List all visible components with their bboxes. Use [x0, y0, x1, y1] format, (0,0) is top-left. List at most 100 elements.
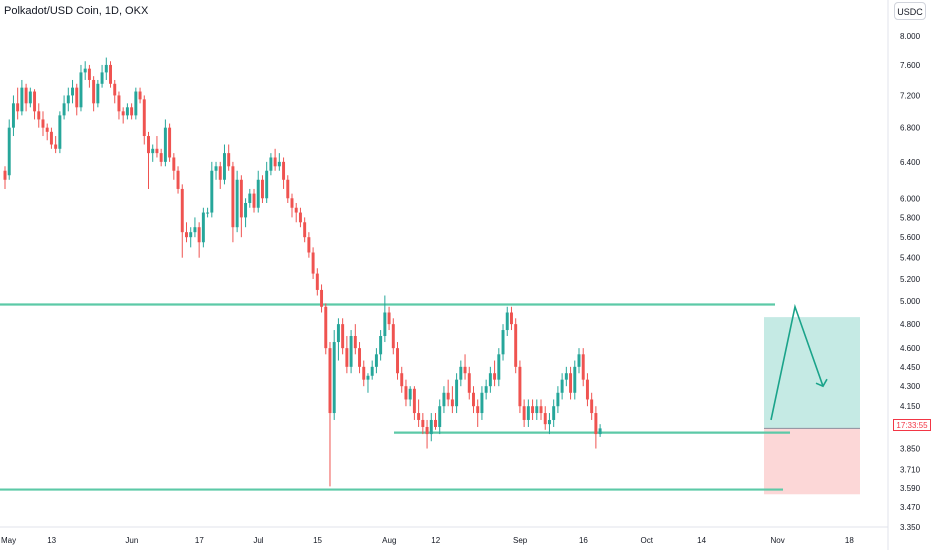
candle-body: [66, 95, 70, 104]
candle-body: [33, 91, 37, 112]
candle-body: [260, 179, 264, 199]
candle-body: [324, 306, 328, 349]
candle-body: [62, 103, 66, 116]
candle-body: [463, 366, 467, 374]
candle-body: [298, 212, 302, 223]
price-tick-label: 3.590: [900, 484, 921, 493]
candle-body: [488, 373, 492, 387]
candle-body: [214, 166, 218, 171]
candle-body: [193, 227, 197, 233]
candle-body: [54, 144, 58, 149]
risk-reward-zones: [764, 317, 860, 495]
candle-body: [58, 115, 62, 149]
candle-body: [585, 379, 589, 400]
candle-body: [168, 127, 172, 158]
candle-body: [159, 153, 163, 162]
candle-body: [286, 179, 290, 199]
candle-body: [320, 289, 324, 307]
price-tick-label: 5.200: [900, 275, 921, 284]
price-tick-label: 7.200: [900, 91, 921, 100]
candle-body: [210, 170, 214, 213]
candle-body: [227, 153, 231, 167]
candle-body: [569, 373, 573, 393]
candle-body: [244, 202, 248, 218]
candle-body: [269, 157, 273, 171]
candle-body: [125, 107, 129, 116]
price-tick-label: 5.600: [900, 233, 921, 242]
candle-body: [594, 413, 598, 435]
candle-body: [547, 419, 551, 425]
time-tick-label: 16: [579, 536, 588, 545]
candle-body: [429, 419, 433, 435]
candle-body: [383, 312, 387, 337]
candle-body: [459, 366, 463, 380]
candle-body: [49, 131, 53, 145]
candle-body: [180, 188, 184, 233]
candle-body: [163, 127, 167, 162]
candle-body: [277, 161, 281, 167]
candle-body: [396, 348, 399, 374]
price-tick-label: 6.000: [900, 194, 921, 203]
price-tick-label: 4.800: [900, 320, 921, 329]
candle-body: [79, 72, 83, 108]
time-tick-label: 14: [697, 536, 706, 545]
candle-body: [573, 366, 577, 393]
candle-body: [3, 170, 7, 180]
candle-body: [497, 354, 501, 380]
candlestick-series: [3, 57, 602, 487]
candle-body: [581, 354, 585, 380]
candle-body: [505, 312, 509, 331]
time-tick-label: May: [1, 536, 16, 545]
candle-body: [535, 406, 539, 414]
candle-body: [526, 406, 530, 420]
time-tick-label: 15: [313, 536, 322, 545]
candle-body: [239, 179, 243, 218]
candle-body: [358, 348, 362, 367]
candle-body: [185, 232, 188, 238]
candle-body: [147, 136, 150, 154]
candle-body: [450, 399, 454, 407]
candle-body: [142, 99, 146, 137]
candle-body: [7, 127, 11, 176]
candle-body: [379, 336, 383, 355]
time-tick-label: 18: [845, 536, 854, 545]
candle-body: [11, 103, 15, 128]
candle-body: [206, 212, 210, 214]
candle-body: [391, 324, 395, 349]
candle-body: [218, 166, 222, 180]
candle-body: [501, 330, 505, 355]
price-tick-label: 3.470: [900, 503, 921, 512]
price-tick-label: 6.800: [900, 124, 921, 133]
time-tick-label: Sep: [513, 536, 528, 545]
candle-body: [328, 348, 332, 414]
candle-body: [400, 373, 404, 387]
candle-body: [100, 72, 104, 84]
candle-body: [201, 212, 205, 243]
candle-body: [92, 79, 96, 104]
target-zone: [764, 317, 860, 429]
price-tick-label: 8.000: [900, 32, 921, 41]
candle-body: [256, 179, 260, 208]
price-tick-label: 7.600: [900, 61, 921, 70]
candle-body: [151, 148, 155, 154]
currency-button[interactable]: USDC: [894, 2, 926, 20]
time-tick-label: 12: [431, 536, 440, 545]
forecast-arrow: [770, 303, 828, 421]
candle-body: [353, 336, 357, 349]
time-tick-label: Jun: [125, 536, 138, 545]
candle-body: [493, 373, 497, 380]
candle-body: [282, 161, 286, 180]
candle-body: [472, 392, 475, 407]
candle-body: [518, 366, 522, 407]
forecast-arrowhead: [815, 378, 828, 388]
candle-body: [303, 222, 307, 238]
time-tick-label: Aug: [382, 536, 396, 545]
candle-body: [522, 406, 526, 420]
candle-body: [121, 111, 125, 116]
candle-body: [446, 392, 450, 400]
candle-body: [404, 386, 408, 400]
candle-body: [349, 336, 353, 367]
candle-body: [341, 324, 345, 349]
candle-body: [75, 87, 79, 108]
